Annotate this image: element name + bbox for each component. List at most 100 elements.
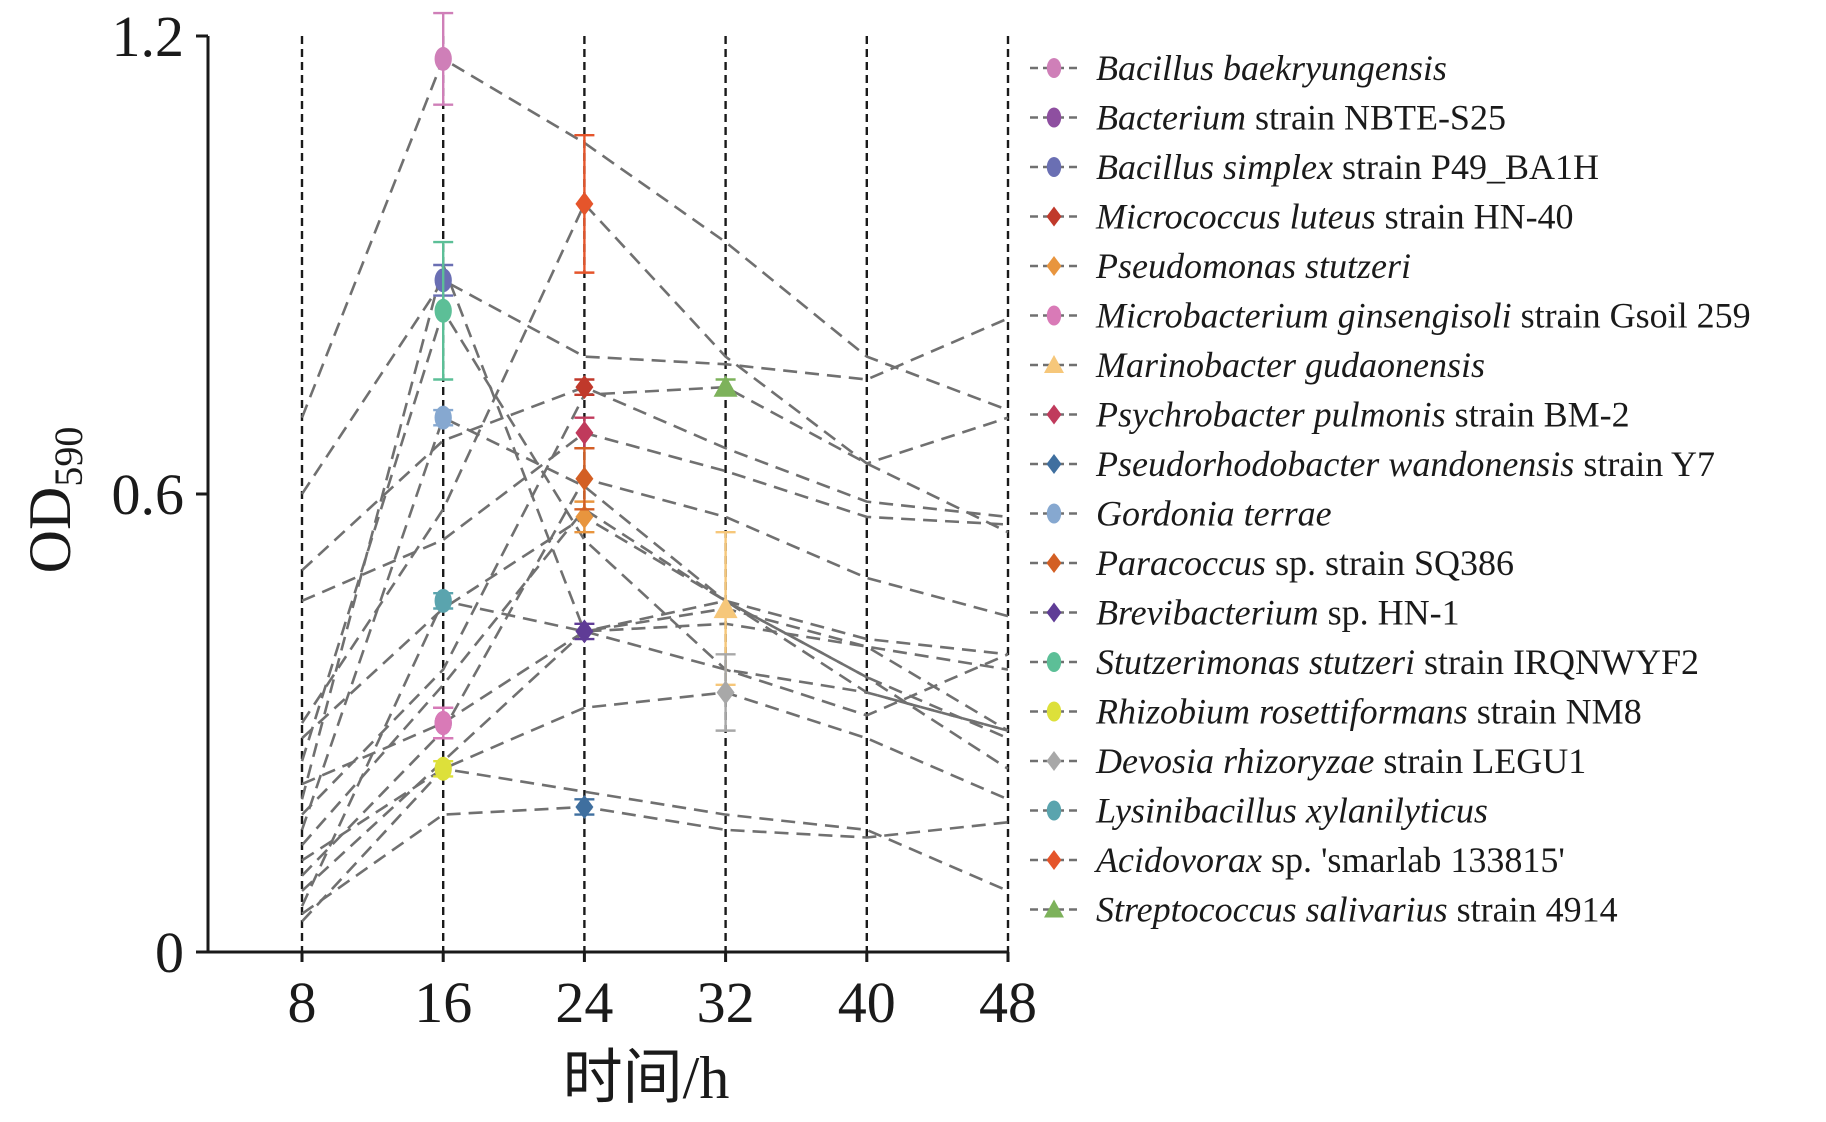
data-point-18 [713,375,738,397]
y-axis-title-subscript: 590 [46,427,91,487]
legend-marker [1046,58,1062,78]
data-point-5 [575,504,594,529]
series-line-16 [300,599,1009,907]
data-point-10 [434,405,452,430]
legend-label: Stutzerimonas stutzeri strain IRQNWYF2 [1096,642,1699,682]
series-line-17 [300,201,1009,724]
x-tick-label: 24 [555,970,613,1035]
legend-label-italic: Devosia rhizoryzae [1095,741,1374,781]
legend-entry-3: Bacillus simplex strain P49_BA1H [1030,147,1599,187]
legend-marker [1044,355,1064,373]
legend-label-italic: Bacillus baekryungensis [1096,48,1447,88]
legend-entry-6: Microbacterium ginsengisoli strain Gsoil… [1030,296,1751,336]
legend-entry-5: Pseudomonas stutzeri [1030,246,1411,286]
legend-label-plain: sp. strain SQ386 [1266,543,1514,583]
legend-entry-15: Devosia rhizoryzae strain LEGU1 [1030,741,1586,781]
y-tick-label: 1.2 [112,4,185,69]
data-point-15 [716,680,735,705]
legend-marker [1046,602,1062,623]
legend-entry-11: Paracoccus sp. strain SQ386 [1030,543,1514,583]
legend-label: Psychrobacter pulmonis strain BM-2 [1095,395,1630,435]
series-line-3 [300,278,1009,495]
legend-entry-10: Gordonia terrae [1030,494,1332,534]
legend-label: Bacillus simplex strain P49_BA1H [1096,147,1599,187]
data-point-6 [434,711,452,735]
legend-label: Streptococcus salivarius strain 4914 [1096,890,1618,930]
legend-entry-12: Brevibacterium sp. HN-1 [1030,593,1460,633]
y-tick-label: 0.6 [112,462,185,527]
y-axis-title-main: OD [17,487,83,574]
legend-label-plain: strain NM8 [1468,692,1642,732]
legend-marker [1046,256,1062,276]
x-tick-label: 16 [414,970,472,1035]
data-point-12 [575,619,594,644]
legend: Bacillus baekryungensis Bacterium strain … [1030,48,1751,930]
legend-label-plain: strain HN-40 [1376,197,1574,237]
legend-label: Micrococcus luteus strain HN-40 [1095,197,1574,237]
legend-label-italic: Paracoccus [1095,543,1266,583]
legend-entry-16: Lysinibacillus xylanilyticus [1030,791,1488,831]
x-tick-label: 8 [288,970,317,1035]
series-line-2 [301,607,1009,786]
legend-entry-18: Streptococcus salivarius strain 4914 [1030,890,1618,930]
legend-label-plain: strain IRQNWYF2 [1415,642,1699,682]
legend-marker [1046,107,1062,128]
legend-label-italic: Stutzerimonas stutzeri [1096,642,1415,682]
legend-label-plain: sp. HN-1 [1319,593,1460,633]
legend-label-plain: strain LEGU1 [1374,741,1586,781]
tick-labels: 8 16 24 32 40 48 0 0.6 1.2 [112,4,1038,1035]
legend-label-italic: Brevibacterium [1096,593,1319,633]
data-point-13 [434,298,452,323]
legend-label: Microbacterium ginsengisoli strain Gsoil… [1095,296,1751,336]
legend-label-plain: strain Y7 [1574,444,1715,484]
legend-label-italic: Pseudomonas stutzeri [1095,246,1411,286]
data-point-8 [575,420,594,445]
series-line-15 [301,691,1009,862]
legend-label-italic: Pseudorhodobacter wandonensis [1095,444,1574,484]
series-line-11 [301,477,1009,877]
legend-label-plain: sp. 'smarlab 133815' [1262,840,1565,880]
legend-marker [1046,157,1062,177]
legend-label: Marinobacter gudaonensis [1095,345,1485,385]
x-axis-title: 时间/h [563,1045,730,1111]
series-line-18 [301,385,1009,816]
legend-entry-9: Pseudorhodobacter wandonensis strain Y7 [1030,444,1715,484]
legend-label-italic: Acidovorax [1094,840,1262,880]
series-line-9 [301,805,1009,915]
series-line-14 [301,767,1009,923]
series-line-13 [300,307,1009,762]
legend-label-italic: Gordonia terrae [1096,494,1332,534]
legend-marker [1044,899,1064,918]
legend-marker [1046,503,1062,524]
legend-label: Gordonia terrae [1096,494,1332,534]
legend-marker [1046,454,1062,474]
axes [206,36,1008,954]
legend-label: Acidovorax sp. 'smarlab 133815' [1094,840,1565,880]
data-point-14 [434,756,452,781]
legend-label-plain: strain 4914 [1448,890,1618,930]
legend-marker [1046,553,1062,573]
legend-marker [1046,701,1062,722]
legend-entry-17: Acidovorax sp. 'smarlab 133815' [1030,840,1565,880]
legend-marker [1046,751,1062,771]
series-line-10 [300,415,1009,831]
legend-label-italic: Lysinibacillus xylanilyticus [1095,791,1488,831]
legend-label-italic: Micrococcus luteus [1095,197,1376,237]
legend-marker [1046,206,1062,227]
data-point-11 [575,466,594,491]
legend-label-italic: Bacillus simplex [1096,147,1333,187]
series-line-4 [301,385,1009,572]
series-line-12 [300,260,1009,800]
legend-label: Devosia rhizoryzae strain LEGU1 [1095,741,1586,781]
series-line-8 [301,431,1009,603]
data-point-4 [575,375,594,400]
data-point-9 [575,794,594,819]
series-lines [300,57,1009,923]
y-tick-label: 0 [155,920,184,985]
legend-marker [1046,850,1062,870]
legend-label: Lysinibacillus xylanilyticus [1095,791,1488,831]
x-tick-label: 48 [979,970,1037,1035]
legend-entry-1: Bacillus baekryungensis [1030,48,1447,88]
legend-label-italic: Rhizobium rosettiformans [1095,692,1468,732]
